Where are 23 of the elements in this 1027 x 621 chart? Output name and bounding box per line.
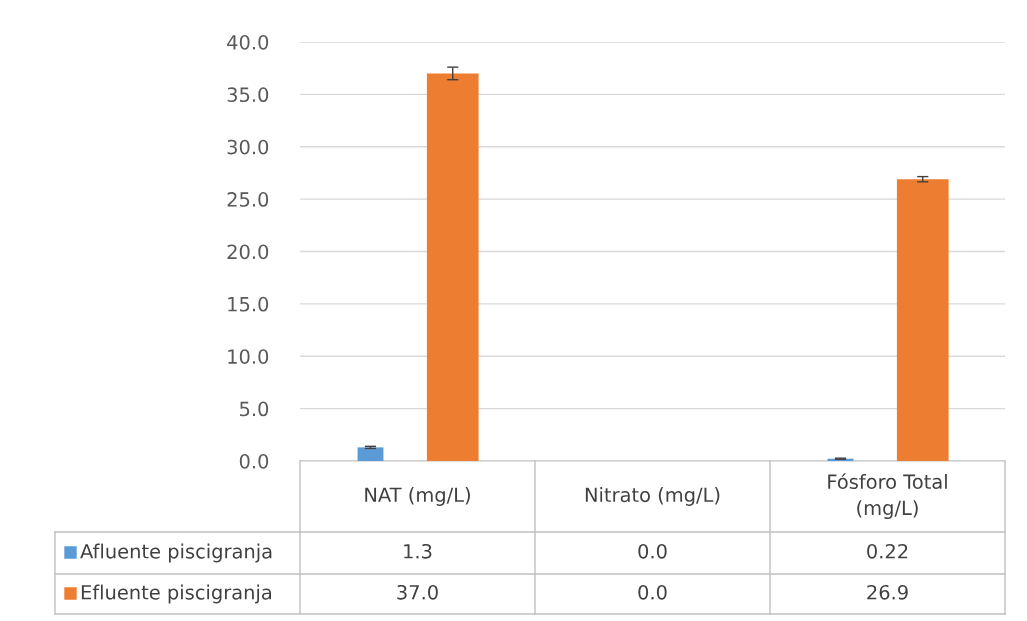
y-tick-label: 0.0 xyxy=(239,453,269,469)
y-tick-label: 5.0 xyxy=(240,401,269,417)
x-tick-label: NAT (mg/L) xyxy=(365,487,470,506)
y-tick-label: 15.0 xyxy=(228,296,269,312)
legend-label: Efluente piscigranja xyxy=(81,584,272,604)
data-label: 1.3 xyxy=(404,543,432,559)
y-tick-label: 25.0 xyxy=(227,192,269,207)
data-label: 26.9 xyxy=(867,584,908,600)
x-tick-label: Fósforo Total (mg/L) xyxy=(828,473,947,520)
x-tick-label: Nitrato (mg/L) xyxy=(585,487,720,506)
legend-label: Afluente piscigranja xyxy=(80,543,272,563)
data-label: 37.0 xyxy=(397,584,438,600)
data-label: 0.0 xyxy=(638,584,667,600)
data-label: 0.22 xyxy=(867,543,908,559)
bar xyxy=(426,73,479,461)
bar xyxy=(357,447,384,461)
y-tick-label: 20.0 xyxy=(227,244,269,260)
y-tick-label: 35.0 xyxy=(227,87,269,103)
data-label: 0.0 xyxy=(638,543,667,559)
y-tick-label: 30.0 xyxy=(227,139,269,155)
y-tick-label: 40.0 xyxy=(227,34,269,50)
y-tick-label: 10.0 xyxy=(228,349,269,364)
bar xyxy=(896,179,949,461)
